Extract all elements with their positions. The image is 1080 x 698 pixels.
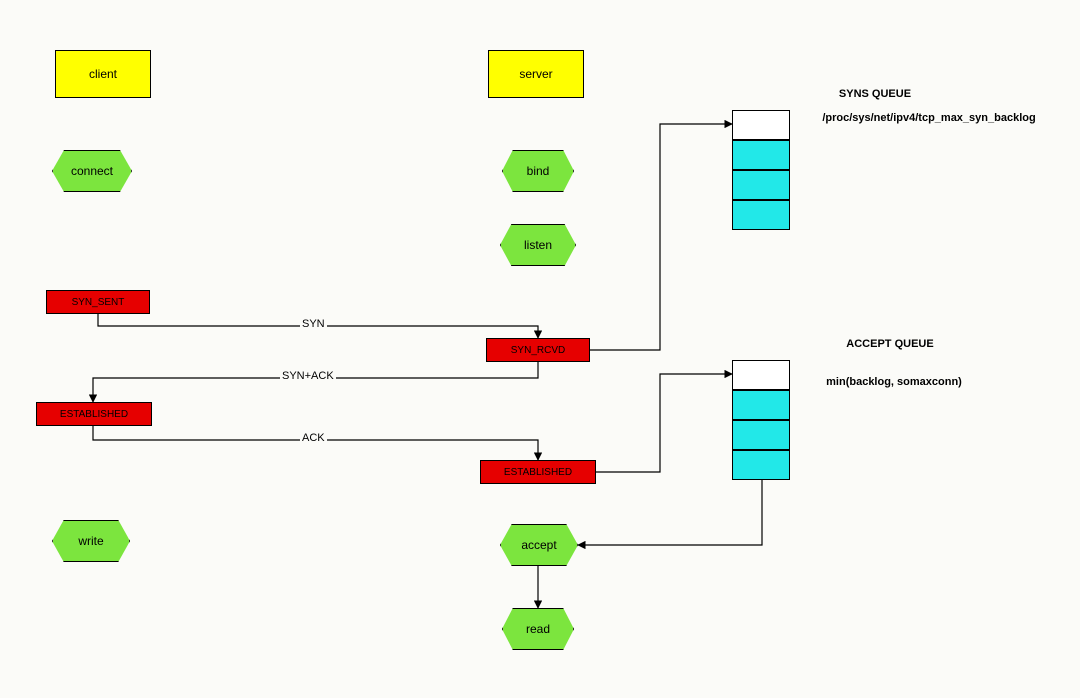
write-label: write [78, 534, 103, 548]
accept-queue-cell [732, 420, 790, 450]
client-box: client [55, 50, 151, 98]
accept-queue-cell [732, 390, 790, 420]
edge-to_accq [596, 374, 732, 472]
edge-label-ack: ACK [300, 432, 327, 444]
read-hex: read [502, 608, 574, 650]
syns-queue-cell [732, 110, 790, 140]
edge-label-syn: SYN [300, 318, 327, 330]
listen-label: listen [524, 238, 552, 252]
syn-sent-state: SYN_SENT [46, 290, 150, 314]
established-client-state: ESTABLISHED [36, 402, 152, 426]
server-box: server [488, 50, 584, 98]
connect-hex: connect [52, 150, 132, 192]
syn-sent-label: SYN_SENT [72, 297, 125, 308]
edge-to_synq [590, 124, 732, 350]
read-label: read [526, 622, 550, 636]
est-server-label: ESTABLISHED [504, 467, 572, 478]
syns-queue-cell [732, 200, 790, 230]
established-server-state: ESTABLISHED [480, 460, 596, 484]
syns-queue-caption: /proc/sys/net/ipv4/tcp_max_syn_backlog [794, 112, 1064, 124]
connect-label: connect [71, 164, 113, 178]
bind-label: bind [527, 164, 550, 178]
syns-queue-title: SYNS QUEUE [815, 88, 935, 100]
bind-hex: bind [502, 150, 574, 192]
accept-queue-cell [732, 360, 790, 390]
syns-queue-cell [732, 140, 790, 170]
server-label: server [519, 67, 552, 81]
edge-synack [93, 362, 538, 402]
listen-hex: listen [500, 224, 576, 266]
accept-hex: accept [500, 524, 578, 566]
edge-label-synack: SYN+ACK [280, 370, 336, 382]
accept-queue-caption: min(backlog, somaxconn) [794, 376, 994, 388]
client-label: client [89, 67, 117, 81]
accept-queue-cell [732, 450, 790, 480]
accept-queue-title: ACCEPT QUEUE [820, 338, 960, 350]
syn-rcvd-state: SYN_RCVD [486, 338, 590, 362]
accept-label: accept [521, 538, 556, 552]
syn-rcvd-label: SYN_RCVD [511, 345, 565, 356]
syns-queue-cell [732, 170, 790, 200]
write-hex: write [52, 520, 130, 562]
est-client-label: ESTABLISHED [60, 409, 128, 420]
edge-accq_to_accept [578, 480, 762, 545]
